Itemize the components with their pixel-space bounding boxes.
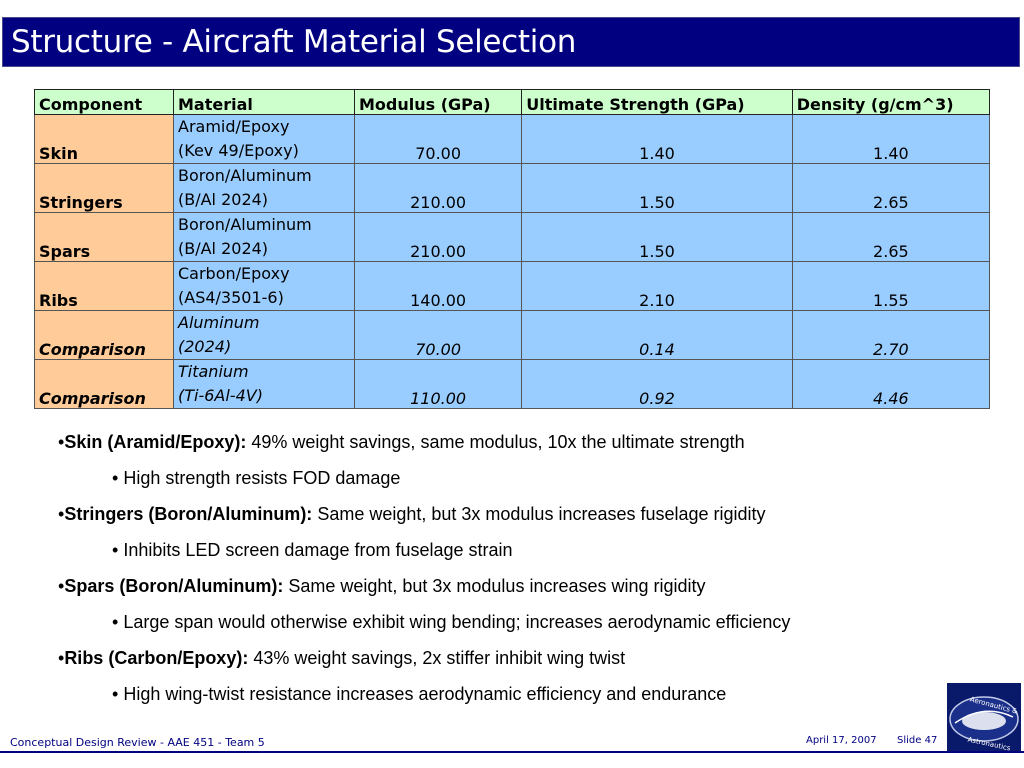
row-material: Aluminum (2024) [173, 310, 355, 360]
row-density: 2.65 [791, 212, 991, 262]
row-strength: 0.92 [521, 359, 793, 409]
row-material: Titanium (Ti-6Al-4V) [173, 359, 355, 409]
table-row: Ribs Carbon/Epoxy (AS4/3501-6) 140.00 2.1… [34, 261, 991, 311]
table-row-comparison: Comparison Aluminum (2024) 70.00 0.14 2.7… [34, 310, 991, 360]
header-modulus: Modulus (GPa) [353, 89, 523, 115]
footer-slide-number: Slide 47 [897, 735, 938, 746]
aeronautics-logo: Aeronautics & Astronautics [947, 683, 1021, 753]
row-material: Boron/Aluminum (B/Al 2024) [173, 212, 355, 262]
row-modulus: 70.00 [353, 114, 523, 164]
title-bar: Structure - Aircraft Material Selection [2, 17, 1020, 67]
row-component: Skin [34, 114, 174, 164]
bullet-item: •Spars (Boron/Aluminum): Same weight, bu… [58, 576, 706, 596]
row-modulus: 70.00 [353, 310, 523, 360]
row-strength: 2.10 [521, 261, 793, 311]
row-density: 2.65 [791, 163, 991, 213]
bullet-item: •Ribs (Carbon/Epoxy): 43% weight savings… [58, 648, 626, 668]
row-density: 1.40 [791, 114, 991, 164]
row-density: 2.70 [791, 310, 991, 360]
row-material: Boron/Aluminum (B/Al 2024) [173, 163, 355, 213]
sub-bullet-item: • Inhibits LED screen damage from fusela… [112, 540, 513, 560]
row-density: 1.55 [791, 261, 991, 311]
footer-course: Conceptual Design Review - AAE 451 - Tea… [10, 736, 265, 749]
sub-bullet-item: • High wing-twist resistance increases a… [112, 684, 727, 704]
table-row-comparison: Comparison Titanium (Ti-6Al-4V) 110.00 0.… [34, 359, 991, 409]
row-component: Ribs [34, 261, 174, 311]
table-header-row: Component Material Modulus (GPa) Ultimat… [34, 89, 991, 115]
page-title: Structure - Aircraft Material Selection [11, 24, 577, 60]
table-row: Skin Aramid/Epoxy (Kev 49/Epoxy) 70.00 1.… [34, 114, 991, 164]
row-strength: 1.50 [521, 212, 793, 262]
bullet-item: •Skin (Aramid/Epoxy): 49% weight savings… [58, 432, 745, 452]
row-strength: 1.50 [521, 163, 793, 213]
row-modulus: 140.00 [353, 261, 523, 311]
sub-bullet-item: • Large span would otherwise exhibit win… [112, 612, 791, 632]
header-density: Density (g/cm^3) [791, 89, 991, 115]
table-row: Stringers Boron/Aluminum (B/Al 2024) 210.… [34, 163, 991, 213]
bullet-item: •Stringers (Boron/Aluminum): Same weight… [58, 504, 766, 524]
table-row: Spars Boron/Aluminum (B/Al 2024) 210.00 1… [34, 212, 991, 262]
row-strength: 1.40 [521, 114, 793, 164]
row-modulus: 210.00 [353, 163, 523, 213]
row-component: Stringers [34, 163, 174, 213]
row-component: Comparison [34, 359, 174, 409]
row-component: Spars [34, 212, 174, 262]
row-material: Aramid/Epoxy (Kev 49/Epoxy) [173, 114, 355, 164]
row-modulus: 210.00 [353, 212, 523, 262]
row-component: Comparison [34, 310, 174, 360]
row-density: 4.46 [791, 359, 991, 409]
header-material: Material [173, 89, 355, 115]
header-strength: Ultimate Strength (GPa) [521, 89, 793, 115]
row-strength: 0.14 [521, 310, 793, 360]
material-table: Component Material Modulus (GPa) Ultimat… [34, 89, 991, 409]
footer-divider [0, 751, 1024, 753]
header-component: Component [34, 89, 174, 115]
row-material: Carbon/Epoxy (AS4/3501-6) [173, 261, 355, 311]
sub-bullet-item: • High strength resists FOD damage [112, 468, 401, 488]
row-modulus: 110.00 [353, 359, 523, 409]
footer-date: April 17, 2007 [806, 735, 877, 746]
